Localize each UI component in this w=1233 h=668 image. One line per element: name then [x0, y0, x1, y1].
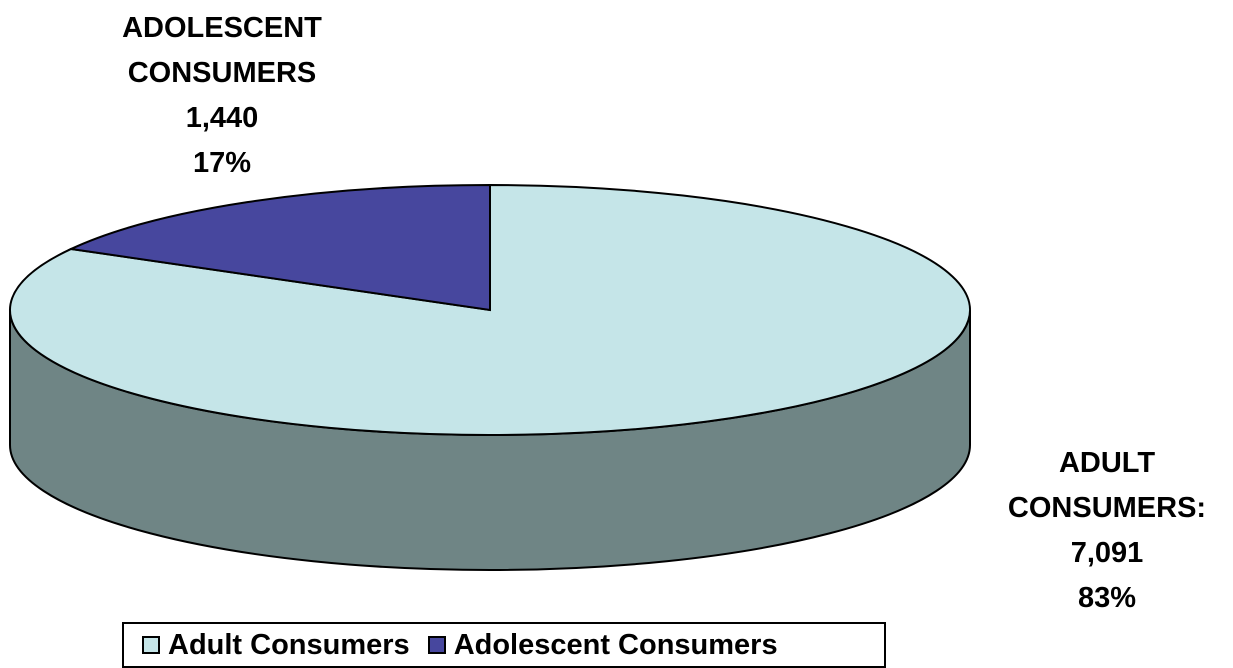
label-adult-line-2: CONSUMERS:: [1008, 492, 1206, 524]
legend-label-adolescent-consumers: Adolescent Consumers: [453, 628, 778, 661]
chart-legend: Adult Consumers Adolescent Consumers: [122, 622, 886, 668]
label-adult-consumers: ADULT CONSUMERS: 7,091 83%: [1008, 447, 1206, 614]
label-adolescent-percent: 17%: [193, 147, 251, 179]
label-adult-percent: 83%: [1078, 582, 1136, 614]
legend-label-adult-consumers: Adult Consumers: [168, 628, 410, 661]
label-adult-line-1: ADULT: [1059, 447, 1155, 479]
label-adult-value: 7,091: [1071, 537, 1144, 569]
legend-swatch-adolescent-consumers: [427, 636, 446, 654]
label-adolescent-line-1: ADOLESCENT: [122, 12, 322, 44]
legend-swatch-adult-consumers: [142, 636, 160, 654]
legend-item-adolescent-consumers: Adolescent Consumers: [427, 628, 778, 662]
label-adolescent-value: 1,440: [186, 102, 259, 134]
label-adolescent-consumers: ADOLESCENT CONSUMERS 1,440 17%: [122, 12, 322, 179]
label-adolescent-line-2: CONSUMERS: [128, 57, 317, 89]
legend-item-adult-consumers: Adult Consumers: [142, 629, 410, 662]
pie-slice-adolescent-consumers: [67, 183, 491, 312]
